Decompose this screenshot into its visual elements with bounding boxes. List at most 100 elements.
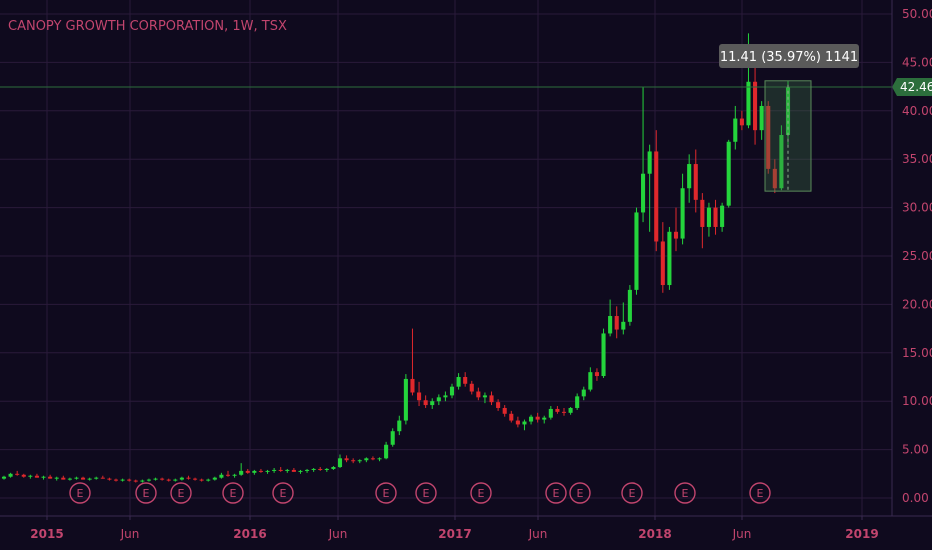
- earnings-marker[interactable]: E: [415, 482, 437, 504]
- candle: [146, 478, 151, 482]
- candle-body: [351, 460, 356, 462]
- measure-overlay: 11.41 (35.97%) 1141 42.46: [0, 44, 932, 192]
- candle-body: [87, 478, 92, 480]
- candle: [8, 472, 13, 478]
- candle: [285, 468, 290, 473]
- candle-body: [779, 135, 784, 189]
- candle-body: [476, 391, 481, 398]
- candle: [436, 394, 441, 406]
- candle-body: [720, 205, 725, 227]
- candle-body: [687, 164, 692, 189]
- candle-body: [364, 458, 369, 461]
- candle: [561, 407, 567, 416]
- earnings-marker[interactable]: E: [569, 482, 591, 504]
- candle: [100, 475, 105, 479]
- candle: [489, 391, 494, 406]
- candle-body: [482, 395, 487, 398]
- earnings-circle: [621, 482, 643, 504]
- candle-body: [759, 105, 764, 131]
- candle: [700, 193, 705, 249]
- candle-body: [568, 407, 573, 413]
- earnings-marker[interactable]: E: [135, 482, 157, 504]
- candle-body: [324, 468, 329, 470]
- candle-body: [621, 321, 626, 330]
- earnings-marker[interactable]: E: [375, 482, 397, 504]
- candle-body: [403, 378, 408, 421]
- candle: [601, 328, 606, 378]
- candle-body: [522, 421, 527, 425]
- candle: [614, 306, 619, 339]
- earnings-letter: E: [478, 487, 485, 500]
- earnings-circle: [135, 482, 157, 504]
- earnings-marker[interactable]: E: [69, 482, 91, 504]
- candle: [318, 467, 323, 471]
- candle: [107, 477, 112, 481]
- candle-body: [614, 316, 619, 330]
- candle: [252, 469, 257, 475]
- candle-body: [377, 458, 382, 460]
- candle-body: [305, 469, 310, 471]
- earnings-circle: [222, 482, 244, 504]
- candle-body: [245, 470, 250, 473]
- earnings-marker[interactable]: E: [545, 482, 567, 504]
- earnings-marker[interactable]: E: [170, 482, 192, 504]
- candle: [417, 381, 422, 407]
- candle: [667, 226, 672, 290]
- candle: [726, 139, 731, 208]
- candle: [232, 473, 237, 478]
- candle: [634, 207, 639, 295]
- candle: [344, 455, 349, 463]
- candle: [555, 406, 560, 414]
- earnings-letter: E: [682, 487, 689, 500]
- y-tick-label: 40.00: [902, 104, 932, 118]
- candle: [258, 468, 263, 473]
- y-tick-label: 30.00: [902, 201, 932, 215]
- earnings-marker[interactable]: E: [222, 482, 244, 504]
- candle: [463, 372, 468, 387]
- candle: [449, 383, 455, 399]
- candle-body: [199, 479, 204, 481]
- candle: [568, 407, 573, 415]
- time-axis[interactable]: 2015 Jun 2016 Jun 2017 Jun 2018 Jun 2019: [30, 516, 879, 541]
- candle: [535, 412, 540, 423]
- candle-body: [166, 479, 171, 481]
- earnings-marker[interactable]: E: [272, 482, 294, 504]
- candle: [1, 475, 7, 480]
- price-axis[interactable]: 0.00 5.00 10.00 15.00 20.00 25.00 30.00 35.00 40…: [902, 7, 932, 505]
- candle-body: [133, 480, 138, 482]
- earnings-circle: [375, 482, 397, 504]
- candle-body: [726, 141, 731, 206]
- candle-body: [272, 469, 277, 471]
- candle-body: [654, 151, 659, 242]
- y-tick-label: 15.00: [902, 346, 932, 360]
- chart-title: CANOPY GROWTH CORPORATION, 1W, TSX: [8, 19, 287, 34]
- candle-body: [41, 476, 46, 478]
- candle: [548, 406, 553, 420]
- earnings-marker[interactable]: E: [674, 482, 696, 504]
- candle: [384, 441, 389, 460]
- measure-label: 11.41 (35.97%) 1141: [719, 44, 859, 68]
- earnings-marker[interactable]: E: [621, 482, 643, 504]
- candle-body: [107, 478, 112, 480]
- candle-body: [496, 402, 501, 408]
- candle: [680, 173, 685, 245]
- candle: [225, 470, 231, 477]
- candle: [28, 474, 33, 479]
- candle: [403, 374, 408, 425]
- candle: [331, 466, 336, 470]
- grid-lines: [0, 0, 892, 516]
- earnings-marker[interactable]: E: [749, 482, 771, 504]
- candle: [34, 473, 39, 478]
- candle: [482, 392, 487, 404]
- y-tick-label: 35.00: [902, 152, 932, 166]
- last-price-tag-text: 42.46: [900, 80, 932, 94]
- candle: [173, 478, 178, 482]
- candle-body: [575, 396, 580, 408]
- candle: [54, 476, 59, 481]
- candle-body: [772, 168, 777, 189]
- x-tick-label: 2017: [438, 527, 471, 541]
- earnings-marker[interactable]: E: [470, 482, 492, 504]
- candle-body: [48, 476, 53, 479]
- candle: [739, 110, 744, 131]
